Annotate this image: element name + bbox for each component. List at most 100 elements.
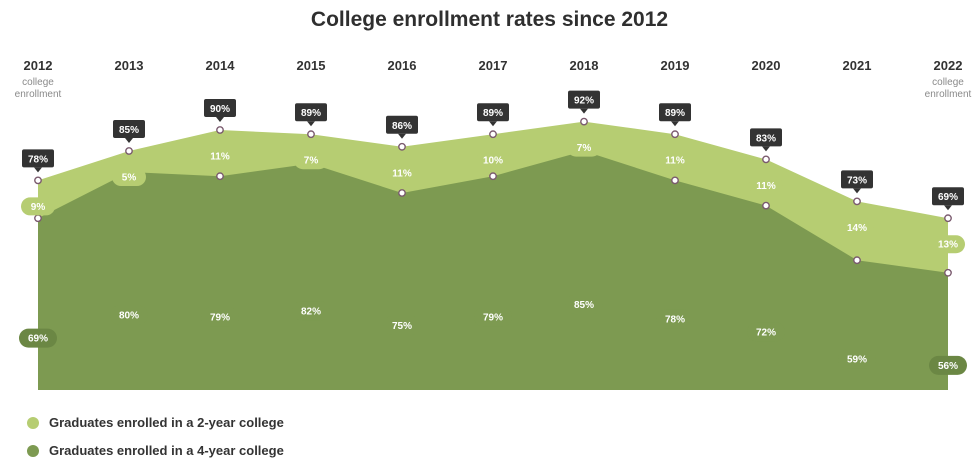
legend-swatch-4-year	[27, 444, 39, 457]
year-label-2015: 2015	[297, 58, 326, 73]
point-total-2013	[125, 147, 133, 155]
areas	[38, 121, 948, 390]
label-2-year-2013-bg	[112, 168, 146, 186]
legend-label-4-year: Graduates enrolled in a 4-year college	[49, 443, 284, 458]
label-4-year-2018: 85%	[565, 295, 603, 314]
total-label-box-2016	[386, 115, 418, 134]
label-4-year-2022-bg	[929, 355, 967, 375]
point-4-year-2016	[398, 189, 406, 197]
total-label-text-2022: 69%	[938, 192, 958, 203]
data-labels: 78% 9% 69% 85% 5% 80% 90% 11% 79% 89% 7% 82% 86% 11% 7…	[19, 90, 967, 375]
label-4-year-2020-bg	[747, 322, 785, 342]
label-2-year-2015: 7%	[294, 151, 328, 170]
label-2-year-2019-text: 11%	[665, 156, 685, 167]
year-label-2020: 2020	[752, 58, 781, 73]
label-2-year-2022: 13%	[931, 235, 965, 254]
label-4-year-2014-bg	[201, 307, 239, 327]
label-4-year-2021: 59%	[838, 349, 876, 369]
label-2-year-2012: 9%	[21, 197, 55, 216]
legend-swatch-2-year	[27, 416, 39, 429]
total-label-pointer-2015	[307, 121, 315, 127]
label-4-year-2022-text: 56%	[938, 361, 958, 372]
total-label-2021: 73%	[841, 170, 873, 194]
label-2-year-2022-bg	[931, 235, 965, 254]
label-2-year-2022-text: 13%	[938, 240, 958, 251]
year-label-2022: 2022	[934, 58, 963, 73]
point-total-2014	[216, 126, 224, 134]
label-2-year-2018-bg	[567, 138, 601, 157]
label-2-year-2014-bg	[203, 147, 237, 165]
legend-label-2-year: Graduates enrolled in a 2-year college	[49, 415, 284, 430]
point-total-2018	[580, 117, 588, 126]
total-label-2022: 69%	[932, 187, 964, 211]
label-2-year-2016-bg	[385, 163, 419, 182]
total-label-pointer-2014	[216, 117, 224, 122]
total-label-2018: 92%	[568, 90, 600, 114]
total-label-2019: 89%	[659, 103, 691, 127]
year-label-2013: 2013	[115, 58, 144, 73]
total-label-box-2013	[113, 120, 145, 138]
total-label-2016: 86%	[386, 115, 418, 139]
total-label-2014: 90%	[204, 99, 236, 122]
total-label-text-2020: 83%	[756, 133, 776, 144]
label-2-year-2020-bg	[749, 176, 783, 195]
label-4-year-2016-text: 75%	[392, 321, 412, 332]
total-label-box-2018	[568, 90, 600, 109]
label-4-year-2012-bg	[19, 328, 57, 348]
total-label-pointer-2017	[489, 121, 497, 127]
label-2-year-2013-text: 5%	[122, 173, 137, 184]
total-label-text-2021: 73%	[847, 175, 867, 186]
label-2-year-2021-bg	[840, 218, 874, 237]
total-label-text-2015: 89%	[301, 108, 321, 119]
year-sublabel-2012-1: enrollment	[15, 89, 62, 100]
label-4-year-2019: 78%	[656, 309, 694, 329]
label-2-year-2020: 11%	[749, 176, 783, 195]
label-2-year-2021: 14%	[840, 218, 874, 237]
label-4-year-2016-bg	[383, 316, 421, 335]
label-4-year-2017-text: 79%	[483, 313, 503, 324]
total-label-box-2019	[659, 103, 691, 122]
label-2-year-2017-bg	[476, 151, 510, 170]
area-4-year	[38, 151, 948, 390]
label-2-year-2020-text: 11%	[756, 181, 776, 192]
total-label-pointer-2020	[762, 146, 770, 152]
total-label-2015: 89%	[295, 103, 327, 127]
total-label-box-2014	[204, 99, 236, 117]
point-total-2015	[307, 130, 315, 139]
label-4-year-2019-text: 78%	[665, 315, 685, 326]
point-total-2016	[398, 142, 406, 151]
total-label-box-2017	[477, 103, 509, 122]
label-4-year-2015-bg	[292, 301, 330, 321]
total-label-text-2019: 89%	[665, 108, 685, 119]
point-total-2020	[762, 155, 770, 164]
label-2-year-2016-text: 11%	[392, 168, 412, 179]
year-label-2014: 2014	[206, 58, 236, 73]
year-label-2018: 2018	[570, 58, 599, 73]
total-label-text-2016: 86%	[392, 121, 412, 132]
total-label-pointer-2016	[398, 133, 406, 139]
label-2-year-2013: 5%	[112, 168, 146, 186]
total-label-box-2015	[295, 103, 327, 122]
legend-item-4-year: Graduates enrolled in a 4-year college	[27, 443, 284, 458]
total-label-2020: 83%	[750, 128, 782, 152]
total-label-box-2021	[841, 170, 873, 189]
label-4-year-2021-bg	[838, 349, 876, 369]
total-label-pointer-2022	[944, 205, 952, 211]
label-4-year-2022: 56%	[929, 355, 967, 375]
point-4-year-2017	[489, 172, 497, 181]
label-2-year-2017-text: 10%	[483, 156, 503, 167]
label-4-year-2013: 80%	[110, 305, 148, 325]
year-label-2017: 2017	[479, 58, 508, 73]
point-4-year-2021	[853, 256, 861, 265]
label-2-year-2019: 11%	[658, 151, 692, 170]
label-4-year-2013-text: 80%	[119, 311, 139, 322]
total-label-text-2012: 78%	[28, 154, 48, 165]
total-label-text-2017: 89%	[483, 108, 503, 119]
points	[34, 117, 952, 277]
total-label-pointer-2018	[580, 108, 588, 114]
label-2-year-2015-text: 7%	[304, 156, 319, 167]
label-4-year-2021-text: 59%	[847, 355, 867, 366]
point-4-year-2014	[216, 172, 224, 181]
label-4-year-2020: 72%	[747, 322, 785, 342]
